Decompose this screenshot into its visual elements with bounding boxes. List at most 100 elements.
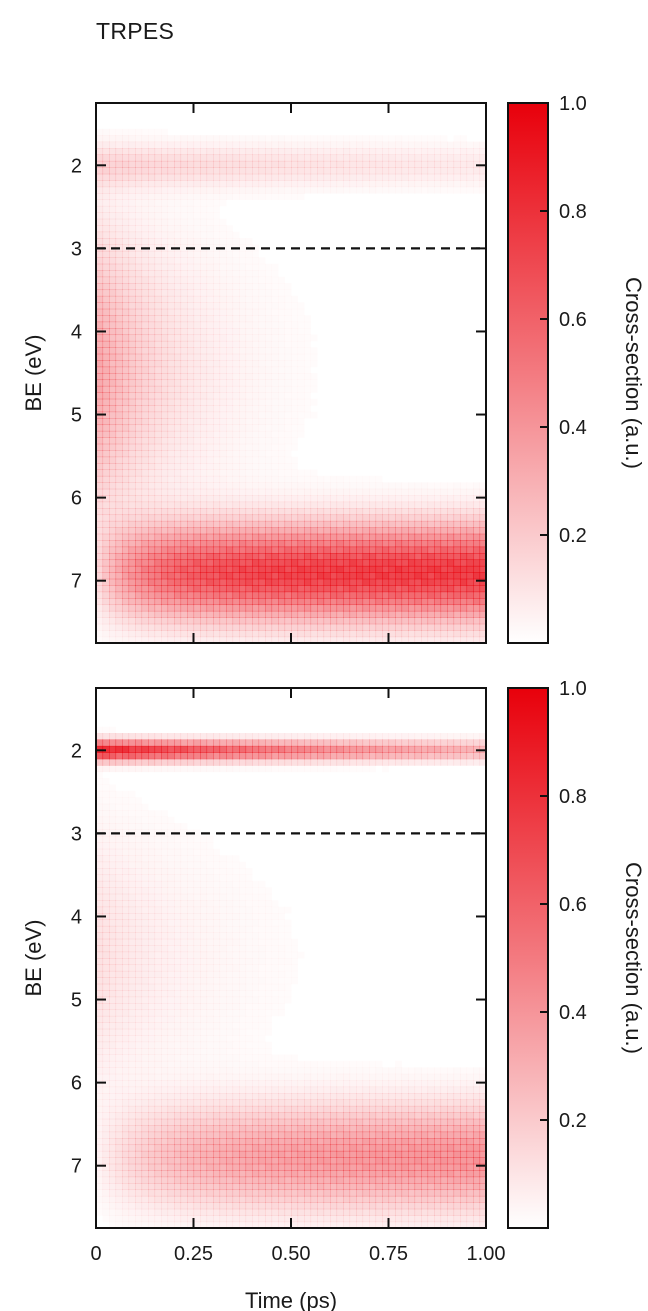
heatmap-cell: [181, 1029, 188, 1036]
heatmap-cell: [96, 141, 104, 149]
heatmap-cell: [96, 1009, 104, 1017]
heatmap-cell: [128, 1112, 136, 1120]
heatmap-cell: [239, 302, 246, 309]
heatmap-cell: [128, 392, 136, 400]
heatmap-cell: [220, 862, 227, 869]
heatmap-cell: [154, 225, 162, 233]
heatmap-cell: [122, 945, 130, 953]
heatmap-cell: [96, 360, 104, 368]
heatmap-cell: [323, 617, 331, 625]
heatmap-cell: [206, 1189, 214, 1197]
heatmap-cell: [193, 308, 201, 316]
heatmap-cell: [180, 739, 188, 747]
heatmap-cell: [187, 186, 195, 194]
heatmap-cell: [219, 1125, 227, 1133]
heatmap-cell: [233, 855, 240, 862]
heatmap-cell: [323, 636, 331, 644]
heatmap-cell: [401, 173, 409, 181]
heatmap-cell: [115, 167, 123, 175]
heatmap-cell: [180, 546, 188, 554]
heatmap-cell: [115, 1003, 123, 1011]
heatmap-cell: [115, 572, 123, 580]
heatmap-cell: [115, 340, 123, 348]
heatmap-cell: [161, 141, 169, 149]
heatmap-cell: [161, 1183, 169, 1191]
heatmap-cell: [284, 585, 292, 593]
heatmap-cell: [200, 463, 208, 471]
heatmap-cell: [187, 1042, 194, 1049]
heatmap-cell: [473, 527, 481, 535]
heatmap-cell: [226, 745, 234, 753]
heatmap-cell: [174, 739, 182, 747]
heatmap-cell: [232, 1170, 240, 1178]
heatmap-cell: [154, 1189, 162, 1197]
heatmap-cell: [161, 360, 169, 368]
heatmap-cell: [220, 1016, 227, 1023]
heatmap-cell: [226, 578, 234, 586]
heatmap-cell: [272, 193, 279, 200]
heatmap-cell: [174, 302, 182, 310]
heatmap-cell: [382, 514, 390, 522]
heatmap-cell: [219, 739, 227, 747]
heatmap-cell: [389, 489, 396, 496]
heatmap-cell: [200, 334, 208, 342]
heatmap-cell: [434, 630, 442, 638]
heatmap-cell: [148, 328, 156, 336]
heatmap-cell: [226, 495, 234, 503]
heatmap-cell: [96, 598, 104, 606]
heatmap-cell: [167, 482, 175, 490]
heatmap-cell: [102, 919, 110, 927]
heatmap-cell: [447, 508, 455, 516]
heatmap-cell: [258, 495, 266, 503]
heatmap-cell: [187, 1022, 194, 1029]
heatmap-cell: [317, 135, 324, 142]
heatmap-cell: [408, 173, 416, 181]
heatmap-cell: [479, 148, 487, 156]
heatmap-cell: [317, 604, 325, 612]
heatmap-cell: [148, 1150, 156, 1158]
heatmap-cell: [213, 1093, 221, 1101]
heatmap-cell: [440, 604, 448, 612]
heatmap-cell: [213, 283, 221, 291]
heatmap-cell: [206, 546, 214, 554]
heatmap-cell: [291, 315, 298, 322]
heatmap-cell: [304, 399, 311, 406]
heatmap-cell: [167, 366, 175, 374]
heatmap-cell: [135, 418, 143, 426]
heatmap-cell: [226, 758, 234, 766]
heatmap-cell: [102, 977, 110, 985]
heatmap-cell: [135, 1189, 143, 1197]
heatmap-cell: [141, 321, 149, 329]
heatmap-cell: [148, 887, 156, 895]
heatmap-cell: [427, 540, 435, 548]
heatmap-cell: [161, 340, 169, 348]
heatmap-cell: [460, 508, 468, 516]
heatmap-cell: [447, 540, 455, 548]
heatmap-cell: [232, 1202, 240, 1210]
heatmap-cell: [265, 322, 272, 329]
heatmap-cell: [122, 1195, 130, 1203]
heatmap-cell: [193, 604, 201, 612]
heatmap-cell: [115, 1144, 123, 1152]
heatmap-cell: [473, 142, 480, 149]
heatmap-cell: [330, 142, 337, 149]
heatmap-cell: [362, 501, 370, 509]
heatmap-cell: [291, 463, 298, 470]
heatmap-cell: [219, 315, 227, 323]
heatmap-cell: [115, 553, 123, 561]
heatmap-cell: [258, 636, 266, 644]
heatmap-cell: [142, 817, 149, 824]
heatmap-cell: [174, 501, 182, 509]
heatmap-cell: [161, 855, 168, 862]
heatmap-cell: [219, 617, 227, 625]
heatmap-cell: [167, 1208, 175, 1216]
heatmap-cell: [128, 205, 136, 213]
heatmap-cell: [265, 386, 272, 393]
heatmap-cell: [128, 469, 136, 477]
heatmap-cell: [109, 475, 117, 483]
heatmap-cell: [297, 623, 305, 631]
heatmap-cell: [180, 996, 188, 1004]
heatmap-cell: [226, 270, 233, 277]
heatmap-cell: [395, 559, 403, 567]
